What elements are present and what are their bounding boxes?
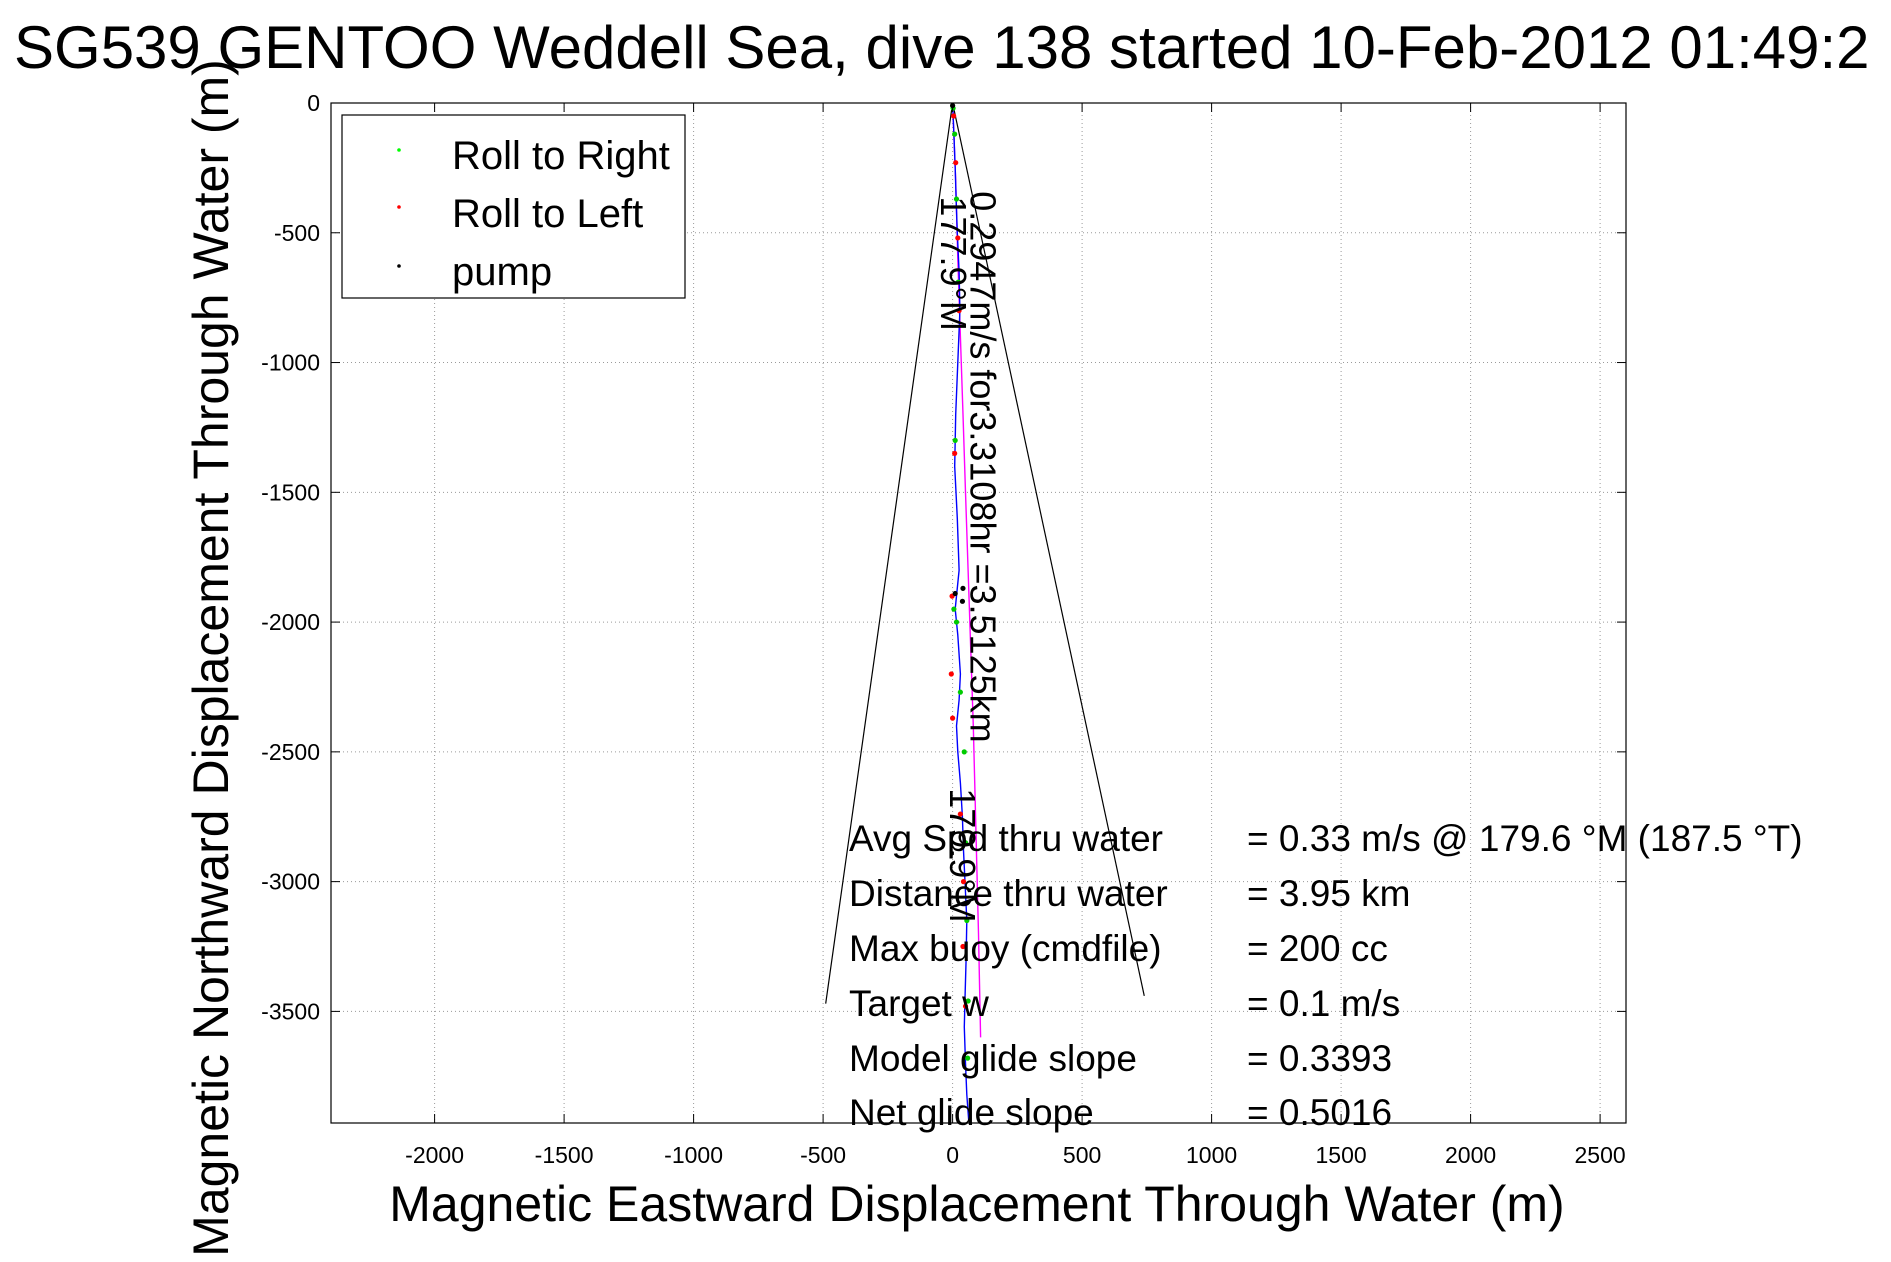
x-tick-label: -2000 xyxy=(405,1142,464,1168)
legend-label-roll-right: Roll to Right xyxy=(452,134,670,178)
x-tick-labels: -2000 -1500 -1000 -500 0 500 1000 1500 2000 2500 xyxy=(405,103,1626,1168)
roll-left-point xyxy=(957,811,963,817)
roll-right-point xyxy=(965,998,971,1004)
roll-right-point xyxy=(953,619,960,625)
x-tick-label: -1500 xyxy=(535,1142,594,1168)
stat-value-model-glide: = 0.3393 xyxy=(1247,1038,1392,1079)
x-tick-label: -1000 xyxy=(664,1142,723,1168)
y-tick-label: -2500 xyxy=(261,739,320,765)
roll-left-point xyxy=(950,715,956,721)
stat-value-net-glide: = 0.5016 xyxy=(1247,1092,1392,1133)
chart-title: SG539 GENTOO Weddell Sea, dive 138 start… xyxy=(14,14,1870,81)
y-tick-label: -2000 xyxy=(261,609,320,635)
pump-point xyxy=(959,598,966,604)
cone-line xyxy=(952,102,1145,996)
y-tick-label: -3000 xyxy=(261,869,320,895)
heading-cone xyxy=(825,102,1145,1004)
annotation-label: 177.9°M xyxy=(933,196,974,330)
y-tick-label: -1000 xyxy=(261,350,320,376)
x-tick-label: 0 xyxy=(946,1142,959,1168)
stat-value-target-w: = 0.1 m/s xyxy=(1247,983,1400,1024)
y-tick-label: -3500 xyxy=(261,998,320,1024)
plot-annotations: 177.9°M0.2947m/s for3.3108hr =3.5125km 17… xyxy=(933,191,1004,922)
x-tick-label: 500 xyxy=(1063,1142,1101,1168)
x-tick-label: 2500 xyxy=(1575,1142,1626,1168)
stat-label-max-buoy: Max buoy (cmdfile) xyxy=(849,928,1162,969)
x-tick-label: 2000 xyxy=(1445,1142,1496,1168)
dive-tracks xyxy=(951,102,982,1121)
roll-right-point xyxy=(955,279,961,285)
y-tick-label: -1500 xyxy=(261,479,320,505)
pump-point xyxy=(960,585,966,591)
roll-right-point xyxy=(962,840,969,846)
legend: Roll to Right Roll to Left pump xyxy=(341,114,686,299)
roll-left-point xyxy=(948,671,954,677)
stat-label-avg-speed: Avg Spd thru water xyxy=(849,818,1163,859)
x-tick-label: 1000 xyxy=(1186,1142,1237,1168)
legend-marker-roll-left xyxy=(397,205,401,209)
roll-right-point xyxy=(964,917,970,924)
roll-right-point xyxy=(961,749,967,755)
cone-line xyxy=(825,102,954,1004)
roll-right-point xyxy=(952,437,958,444)
x-tick-label: -500 xyxy=(800,1142,846,1168)
stat-label-model-glide: Model glide slope xyxy=(849,1038,1137,1079)
stat-label-net-glide: Net glide slope xyxy=(849,1092,1094,1133)
roll-right-point xyxy=(965,1055,971,1061)
track-blue xyxy=(951,102,970,1121)
roll-right-point xyxy=(951,606,957,612)
y-axis-label: Magnetic Northward Displacement Through … xyxy=(183,59,239,1257)
pump-point xyxy=(952,590,958,597)
stat-value-avg-speed: = 0.33 m/s @ 179.6 °M (187.5 °T) xyxy=(1247,818,1803,859)
roll-right-point xyxy=(952,131,958,137)
annotation-label: 179.9°M xyxy=(942,788,983,922)
dive-stats: Avg Spd thru water = 0.33 m/s @ 179.6 °M… xyxy=(849,818,1803,1133)
roll-left-point xyxy=(953,160,959,166)
legend-label-pump: pump xyxy=(452,250,552,294)
y-tick-label: -500 xyxy=(274,220,320,246)
x-tick-label: 1500 xyxy=(1316,1142,1367,1168)
roll-left-point xyxy=(956,308,962,314)
y-tick-label: 0 xyxy=(307,90,320,116)
legend-marker-pump xyxy=(397,264,401,268)
roll-left-point xyxy=(960,879,967,885)
roll-left-point xyxy=(955,235,961,241)
legend-marker-roll-right xyxy=(397,148,401,152)
roll-left-point xyxy=(952,450,958,456)
legend-item-roll-left: Roll to Left xyxy=(397,192,643,236)
y-tick-labels: 0 -500 -1000 -1500 -2000 -2500 -3000 -3500 xyxy=(261,90,1626,1024)
roll-right-point xyxy=(957,689,963,695)
x-axis-label: Magnetic Eastward Displacement Through W… xyxy=(389,1176,1564,1232)
roll-left-point xyxy=(962,1003,969,1009)
stat-value-max-buoy: = 200 cc xyxy=(1247,928,1388,969)
stat-label-target-w: Target w xyxy=(849,983,989,1024)
stat-value-distance: = 3.95 km xyxy=(1247,873,1411,914)
plot-frame xyxy=(330,102,1627,1124)
roll-left-point xyxy=(951,113,957,119)
annotation-label: 0.2947m/s for3.3108hr =3.5125km xyxy=(963,191,1004,742)
roll-left-point xyxy=(960,943,966,950)
stat-label-distance: Distance thru water xyxy=(849,873,1168,914)
roll-points xyxy=(948,102,971,1061)
legend-label-roll-left: Roll to Left xyxy=(452,192,643,236)
legend-item-pump: pump xyxy=(397,250,552,294)
legend-item-roll-right: Roll to Right xyxy=(397,134,670,178)
roll-right-point xyxy=(953,196,960,202)
